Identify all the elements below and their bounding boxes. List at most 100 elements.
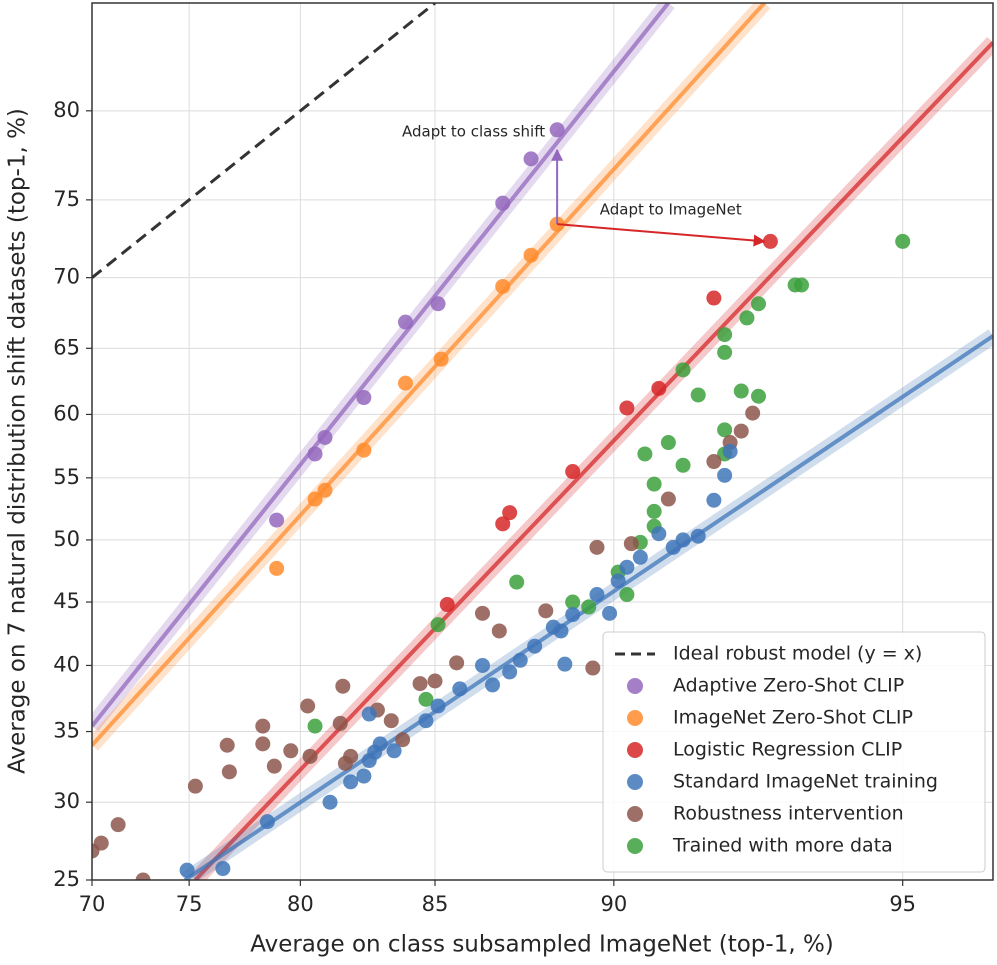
data-point — [527, 638, 543, 654]
data-point — [581, 599, 597, 615]
data-point — [632, 549, 648, 565]
trend-line — [92, 3, 670, 728]
data-point — [418, 691, 434, 707]
data-point — [502, 664, 518, 680]
x-tick-label: 75 — [176, 892, 203, 916]
data-point — [135, 872, 151, 880]
legend-label: Standard ImageNet training — [673, 771, 938, 793]
data-point — [110, 817, 126, 833]
data-point — [646, 476, 662, 492]
x-tick-label: 95 — [889, 892, 916, 916]
y-axis-label: Average on 7 natural distribution shift … — [5, 108, 31, 774]
data-point — [549, 122, 565, 138]
trend-line — [92, 3, 766, 747]
data-point — [372, 736, 388, 752]
data-point — [395, 732, 411, 748]
data-point — [343, 774, 359, 790]
data-point — [745, 405, 761, 421]
data-point — [762, 233, 778, 249]
data-point — [690, 387, 706, 403]
y-tick-label: 70 — [53, 265, 80, 289]
data-point — [750, 296, 766, 312]
data-point — [356, 390, 372, 406]
x-tick-label: 90 — [600, 892, 627, 916]
data-point — [427, 673, 443, 689]
data-point — [307, 491, 323, 507]
data-point — [660, 491, 676, 507]
data-point — [259, 814, 275, 830]
legend-swatch — [627, 774, 643, 790]
legend-swatch — [627, 806, 643, 822]
axes: 70 75 80 85 90 95 25 30 35 40 45 50 55 60 65 70 75 80 — [53, 98, 916, 916]
data-point — [317, 482, 333, 498]
y-tick-label: 55 — [53, 465, 80, 489]
data-point — [495, 195, 511, 211]
data-point — [523, 247, 539, 263]
legend-swatch — [627, 710, 643, 726]
data-point — [283, 743, 299, 759]
data-point — [651, 380, 667, 396]
annotation-text: Adapt to ImageNet — [600, 201, 742, 219]
y-tick-label: 60 — [53, 401, 80, 425]
data-point — [322, 794, 338, 810]
legend-label: Trained with more data — [672, 835, 893, 857]
legend-label: Ideal robust model (y = x) — [673, 643, 922, 665]
data-point — [557, 656, 573, 672]
data-point — [386, 743, 402, 759]
data-point — [269, 512, 285, 528]
legend-box — [602, 631, 986, 873]
legend-swatch — [627, 838, 643, 854]
data-point — [565, 607, 581, 623]
data-point — [412, 676, 428, 692]
data-point — [690, 528, 706, 544]
data-point — [610, 573, 626, 589]
legend-label: ImageNet Zero-Shot CLIP — [673, 707, 913, 729]
data-point — [317, 429, 333, 445]
data-point — [219, 737, 235, 753]
data-point — [722, 443, 738, 459]
data-point — [675, 457, 691, 473]
reference-line — [92, 3, 436, 279]
x-tick-label: 80 — [287, 892, 314, 916]
legend-label: Adaptive Zero-Shot CLIP — [673, 675, 904, 697]
data-point — [619, 400, 635, 416]
data-point — [383, 713, 399, 729]
y-tick-label: 50 — [53, 527, 80, 551]
data-point — [491, 623, 507, 639]
data-point — [474, 605, 490, 621]
data-point — [717, 422, 733, 438]
data-point — [565, 464, 581, 480]
data-point — [343, 748, 359, 764]
data-point — [356, 442, 372, 458]
x-tick-label: 85 — [422, 892, 449, 916]
legend-swatch — [627, 678, 643, 694]
data-point — [187, 778, 203, 794]
data-point — [397, 314, 413, 330]
y-tick-label: 80 — [53, 98, 80, 122]
data-point — [485, 677, 501, 693]
data-point — [733, 383, 749, 399]
plot-frame — [91, 2, 994, 881]
data-point — [452, 681, 468, 697]
legend-swatch — [627, 742, 643, 758]
data-point — [93, 835, 109, 851]
data-point — [495, 278, 511, 294]
y-tick-label: 45 — [53, 589, 80, 613]
data-point — [495, 516, 511, 532]
data-point — [255, 736, 271, 752]
data-point — [646, 503, 662, 519]
data-point — [706, 454, 722, 470]
data-point — [332, 715, 348, 731]
plot-area — [92, 3, 993, 880]
data-point — [660, 435, 676, 451]
data-point — [361, 706, 377, 722]
data-point — [706, 290, 722, 306]
annotation-text: Adapt to class shift — [402, 122, 545, 140]
data-point — [509, 574, 525, 590]
data-point — [221, 764, 237, 780]
data-point — [397, 375, 413, 391]
trend-line — [193, 41, 993, 880]
data-point — [733, 423, 749, 439]
data-point — [439, 597, 455, 613]
